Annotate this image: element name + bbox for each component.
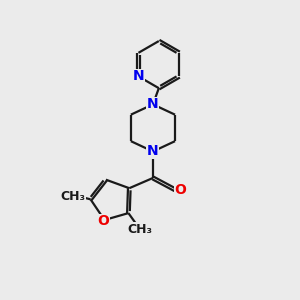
- Text: N: N: [147, 98, 159, 111]
- Text: N: N: [147, 145, 159, 158]
- Text: N: N: [133, 69, 144, 83]
- Text: O: O: [97, 214, 109, 228]
- Text: CH₃: CH₃: [60, 190, 86, 203]
- Text: CH₃: CH₃: [128, 223, 153, 236]
- Text: O: O: [174, 183, 186, 197]
